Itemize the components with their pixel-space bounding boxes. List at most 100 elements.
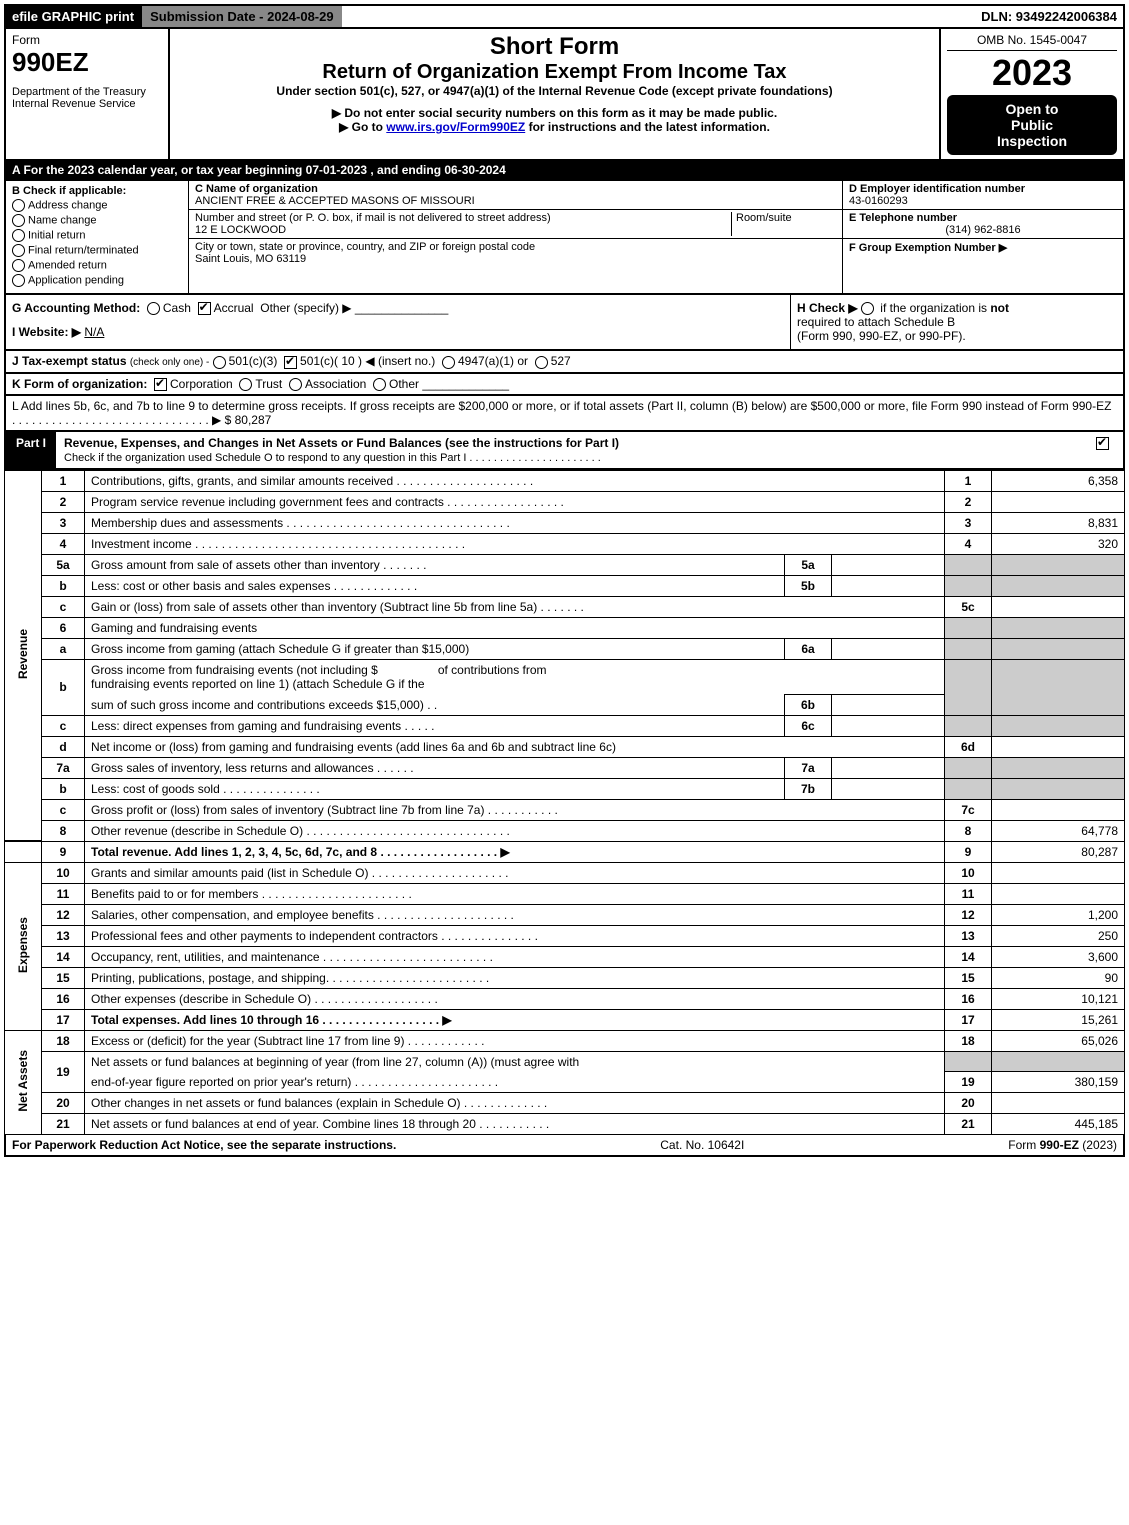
title-return: Return of Organization Exempt From Incom… xyxy=(176,61,933,84)
value-line15: 90 xyxy=(992,967,1125,988)
value-line1: 6,358 xyxy=(992,470,1125,491)
footer-cat-no: Cat. No. 10642I xyxy=(396,1138,1008,1152)
section-d: D Employer identification number 43-0160… xyxy=(843,181,1123,210)
org-name-label: C Name of organization xyxy=(195,183,836,195)
value-line21: 445,185 xyxy=(992,1114,1125,1135)
part1-header: Part I Revenue, Expenses, and Changes in… xyxy=(4,432,1125,470)
radio-trust[interactable] xyxy=(239,378,252,391)
section-h: H Check ▶ if the organization is not req… xyxy=(790,295,1123,349)
sidebar-net-assets: Net Assets xyxy=(5,1030,42,1135)
omb-number: OMB No. 1545-0047 xyxy=(947,33,1117,51)
value-line7b xyxy=(832,778,945,799)
i-label: I Website: ▶ xyxy=(12,325,81,339)
top-bar: efile GRAPHIC print Submission Date - 20… xyxy=(4,4,1125,29)
section-b-header: B Check if applicable: xyxy=(12,185,182,197)
chk-initial-return[interactable]: Initial return xyxy=(12,229,182,242)
radio-cash[interactable] xyxy=(147,302,160,315)
phone-label: E Telephone number xyxy=(849,212,1117,224)
irs-link[interactable]: www.irs.gov/Form990EZ xyxy=(386,120,525,134)
checkbox-corporation[interactable] xyxy=(154,378,167,391)
checkbox-accrual[interactable] xyxy=(198,302,211,315)
efile-label: efile GRAPHIC print xyxy=(6,6,140,27)
chk-amended-return[interactable]: Amended return xyxy=(12,259,182,272)
line-11: 11 Benefits paid to or for members . . .… xyxy=(5,883,1125,904)
sidebar-expenses: Expenses xyxy=(5,862,42,1030)
value-line17: 15,261 xyxy=(992,1009,1125,1030)
section-f: F Group Exemption Number ▶ xyxy=(843,239,1123,256)
value-line6b xyxy=(832,694,945,715)
ein-value: 43-0160293 xyxy=(849,195,1117,207)
website-value: N/A xyxy=(84,325,104,339)
value-line3: 8,831 xyxy=(992,512,1125,533)
radio-other-org[interactable] xyxy=(373,378,386,391)
section-e: E Telephone number (314) 962-8816 xyxy=(843,210,1123,239)
chk-final-return[interactable]: Final return/terminated xyxy=(12,244,182,257)
value-line19: 380,159 xyxy=(992,1072,1125,1093)
value-line6a xyxy=(832,638,945,659)
part1-checkbox[interactable] xyxy=(1085,432,1123,468)
line-7a: 7a Gross sales of inventory, less return… xyxy=(5,757,1125,778)
chk-name-change[interactable]: Name change xyxy=(12,214,182,227)
value-line5a xyxy=(832,554,945,575)
row-a-period: A For the 2023 calendar year, or tax yea… xyxy=(4,161,1125,181)
lines-table: Revenue 1 Contributions, gifts, grants, … xyxy=(4,470,1125,1136)
note2-post: for instructions and the latest informat… xyxy=(525,120,770,134)
value-line6c xyxy=(832,715,945,736)
irs-label: Internal Revenue Service xyxy=(12,98,162,110)
line-17: 17 Total expenses. Add lines 10 through … xyxy=(5,1009,1125,1030)
line-18: Net Assets 18 Excess or (deficit) for th… xyxy=(5,1030,1125,1051)
value-line18: 65,026 xyxy=(992,1030,1125,1051)
radio-4947[interactable] xyxy=(442,356,455,369)
phone-value: (314) 962-8816 xyxy=(849,224,1117,236)
note-ssn: ▶ Do not enter social security numbers o… xyxy=(176,106,933,120)
footer-right: Form 990-EZ (2023) xyxy=(1008,1138,1117,1152)
checkbox-501c[interactable] xyxy=(284,356,297,369)
line-5b: b Less: cost or other basis and sales ex… xyxy=(5,575,1125,596)
value-line13: 250 xyxy=(992,925,1125,946)
radio-association[interactable] xyxy=(289,378,302,391)
part1-label: Part I xyxy=(6,432,56,468)
submission-date: Submission Date - 2024-08-29 xyxy=(140,6,342,27)
radio-schedule-b[interactable] xyxy=(861,302,874,315)
line-1: Revenue 1 Contributions, gifts, grants, … xyxy=(5,470,1125,491)
chk-application-pending[interactable]: Application pending xyxy=(12,274,182,287)
note2-pre: ▶ Go to xyxy=(339,120,386,134)
line-2: 2 Program service revenue including gove… xyxy=(5,491,1125,512)
title-short-form: Short Form xyxy=(176,33,933,61)
line-16: 16 Other expenses (describe in Schedule … xyxy=(5,988,1125,1009)
part1-title: Revenue, Expenses, and Changes in Net As… xyxy=(56,432,1085,468)
city-label: City or town, state or province, country… xyxy=(195,241,836,253)
group-exemption-label: F Group Exemption Number ▶ xyxy=(849,242,1007,254)
note-link: ▶ Go to www.irs.gov/Form990EZ for instru… xyxy=(176,120,933,134)
page-footer: For Paperwork Reduction Act Notice, see … xyxy=(4,1135,1125,1157)
form-number: 990EZ xyxy=(12,47,162,78)
sidebar-revenue: Revenue xyxy=(5,470,42,841)
line-13: 13 Professional fees and other payments … xyxy=(5,925,1125,946)
value-line20 xyxy=(992,1093,1125,1114)
radio-501c3[interactable] xyxy=(213,356,226,369)
open-line2: Public xyxy=(949,117,1115,133)
gross-receipts-value: 80,287 xyxy=(235,413,272,427)
value-line7c xyxy=(992,799,1125,820)
line-20: 20 Other changes in net assets or fund b… xyxy=(5,1093,1125,1114)
open-public-box: Open to Public Inspection xyxy=(947,95,1117,155)
line-7b: b Less: cost of goods sold . . . . . . .… xyxy=(5,778,1125,799)
line-6b: b Gross income from fundraising events (… xyxy=(5,659,1125,694)
radio-527[interactable] xyxy=(535,356,548,369)
line-19a: 19 Net assets or fund balances at beginn… xyxy=(5,1051,1125,1072)
value-line12: 1,200 xyxy=(992,904,1125,925)
value-line5c xyxy=(992,596,1125,617)
line-9: 9 Total revenue. Add lines 1, 2, 3, 4, 5… xyxy=(5,841,1125,862)
org-name-row: C Name of organization ANCIENT FREE & AC… xyxy=(189,181,842,210)
section-b: B Check if applicable: Address change Na… xyxy=(6,181,189,293)
line-21: 21 Net assets or fund balances at end of… xyxy=(5,1114,1125,1135)
dln-label: DLN: 93492242006384 xyxy=(975,6,1123,27)
section-g: G Accounting Method: Cash Accrual Other … xyxy=(6,295,790,349)
chk-address-change[interactable]: Address change xyxy=(12,199,182,212)
line-5a: 5a Gross amount from sale of assets othe… xyxy=(5,554,1125,575)
info-grid: B Check if applicable: Address change Na… xyxy=(4,181,1125,295)
value-line8: 64,778 xyxy=(992,820,1125,841)
value-line5b xyxy=(832,575,945,596)
section-j: J Tax-exempt status (check only one) - 5… xyxy=(4,351,1125,373)
value-line7a xyxy=(832,757,945,778)
